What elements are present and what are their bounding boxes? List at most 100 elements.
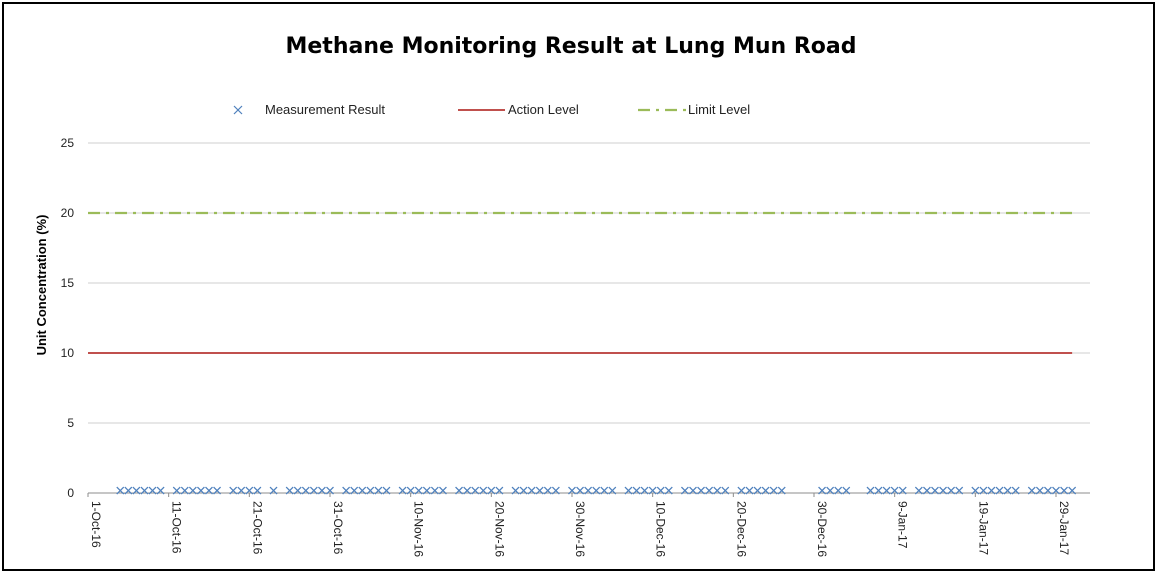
- measurement-point: [898, 486, 907, 495]
- x-tick-label: 20-Nov-16: [492, 501, 506, 557]
- measurement-point: [680, 486, 689, 495]
- measurement-point: [293, 486, 302, 495]
- measurement-point: [398, 486, 407, 495]
- x-tick-label: 10-Nov-16: [412, 501, 426, 557]
- measurement-point: [253, 486, 262, 495]
- measurement-point: [1068, 486, 1077, 495]
- measurement-point: [584, 486, 593, 495]
- x-tick-label: 21-Oct-16: [250, 501, 264, 555]
- measurement-point: [600, 486, 609, 495]
- y-axis-label: Unit Concentration (%): [34, 215, 49, 356]
- measurement-point: [979, 486, 988, 495]
- measurement-point: [995, 486, 1004, 495]
- measurement-point: [955, 486, 964, 495]
- legend-item-action-level: Action Level: [458, 102, 579, 117]
- measurement-point: [342, 486, 351, 495]
- measurement-point: [1003, 486, 1012, 495]
- measurement-point: [229, 486, 238, 495]
- measurement-point: [172, 486, 181, 495]
- measurement-point: [1011, 486, 1020, 495]
- measurement-point: [326, 486, 334, 495]
- measurement-point: [237, 486, 246, 495]
- measurement-point: [301, 486, 310, 495]
- x-tick-label: 30-Nov-16: [573, 501, 587, 557]
- x-tick-label: 11-Oct-16: [170, 501, 184, 554]
- y-tick-label: 10: [61, 346, 75, 360]
- measurement-point: [624, 486, 633, 495]
- measurement-point: [140, 486, 149, 495]
- legend-item-limit-level: Limit Level: [638, 102, 750, 117]
- measurement-point: [116, 486, 125, 495]
- measurement-point: [188, 486, 197, 495]
- measurement-point: [866, 486, 875, 495]
- y-tick-label: 0: [67, 486, 74, 500]
- measurement-point: [495, 486, 504, 495]
- x-tick-label: 29-Jan-17: [1057, 501, 1071, 555]
- measurement-point: [124, 486, 133, 495]
- measurement-point: [842, 486, 851, 495]
- measurement-point: [213, 486, 222, 495]
- y-tick-label: 5: [67, 416, 74, 430]
- measurement-point: [1043, 486, 1052, 495]
- measurement-point: [705, 486, 714, 495]
- measurement-point: [196, 486, 205, 495]
- measurement-point: [519, 486, 528, 495]
- measurement-point: [987, 486, 996, 495]
- x-tick-label: 19-Jan-17: [976, 501, 990, 555]
- measurement-point: [414, 486, 423, 495]
- measurement-point: [922, 486, 931, 495]
- measurement-point: [761, 486, 770, 495]
- measurement-point: [1052, 486, 1060, 495]
- measurement-point: [745, 486, 754, 495]
- measurement-point: [205, 486, 213, 495]
- measurement-point: [664, 486, 673, 495]
- y-tick-label: 25: [61, 136, 75, 150]
- x-tick-label: 30-Dec-16: [815, 501, 829, 557]
- measurement-point: [422, 486, 431, 495]
- measurement-point: [826, 486, 835, 495]
- measurement-point: [568, 486, 576, 495]
- measurement-point: [551, 486, 560, 495]
- measurement-point: [608, 486, 617, 495]
- measurement-point: [697, 486, 706, 495]
- measurement-point: [737, 486, 746, 495]
- measurement-point: [971, 486, 980, 495]
- measurement-point: [463, 486, 472, 495]
- measurement-point: [947, 486, 956, 495]
- measurement-point: [648, 486, 657, 495]
- measurement-point: [358, 486, 367, 495]
- measurement-point: [350, 486, 359, 495]
- measurement-point: [535, 486, 544, 495]
- x-tick-label: 31-Oct-16: [331, 501, 345, 555]
- measurement-point: [511, 486, 520, 495]
- measurement-point: [285, 486, 294, 495]
- measurement-point: [592, 486, 601, 495]
- measurement-point: [1027, 486, 1036, 495]
- measurement-point: [753, 486, 762, 495]
- measurement-point: [914, 486, 923, 495]
- measurement-point: [382, 486, 391, 495]
- measurement-point: [874, 486, 883, 495]
- measurement-point: [931, 486, 939, 495]
- y-tick-labels: 0 5 10 15 20 25: [61, 136, 75, 500]
- x-tick-label: 9-Jan-17: [896, 501, 910, 549]
- measurement-point: [527, 486, 536, 495]
- measurement-point: [882, 486, 891, 495]
- x-tick-label: 10-Dec-16: [654, 501, 668, 557]
- gridlines: [88, 142, 1090, 494]
- x-tick-label: 1-Oct-16: [89, 501, 103, 548]
- measurement-point: [471, 486, 480, 495]
- measurement-point: [269, 486, 278, 495]
- measurement-point: [317, 486, 326, 495]
- measurement-point: [1035, 486, 1044, 495]
- x-tick-label: 20-Dec-16: [734, 501, 748, 557]
- legend-label: Measurement Result: [265, 102, 385, 117]
- series-layer: [88, 211, 1077, 495]
- measurement-point: [640, 486, 649, 495]
- legend-label: Action Level: [508, 102, 579, 117]
- measurement-point: [132, 486, 141, 495]
- measurement-point: [406, 486, 415, 495]
- measurement-point: [374, 486, 383, 495]
